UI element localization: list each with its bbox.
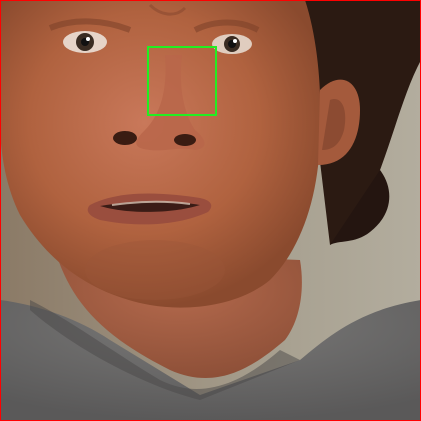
shirt (0, 300, 421, 421)
face-skin (0, 0, 321, 308)
left-eye (63, 31, 107, 53)
nose (136, 55, 205, 151)
right-eye (212, 34, 252, 54)
